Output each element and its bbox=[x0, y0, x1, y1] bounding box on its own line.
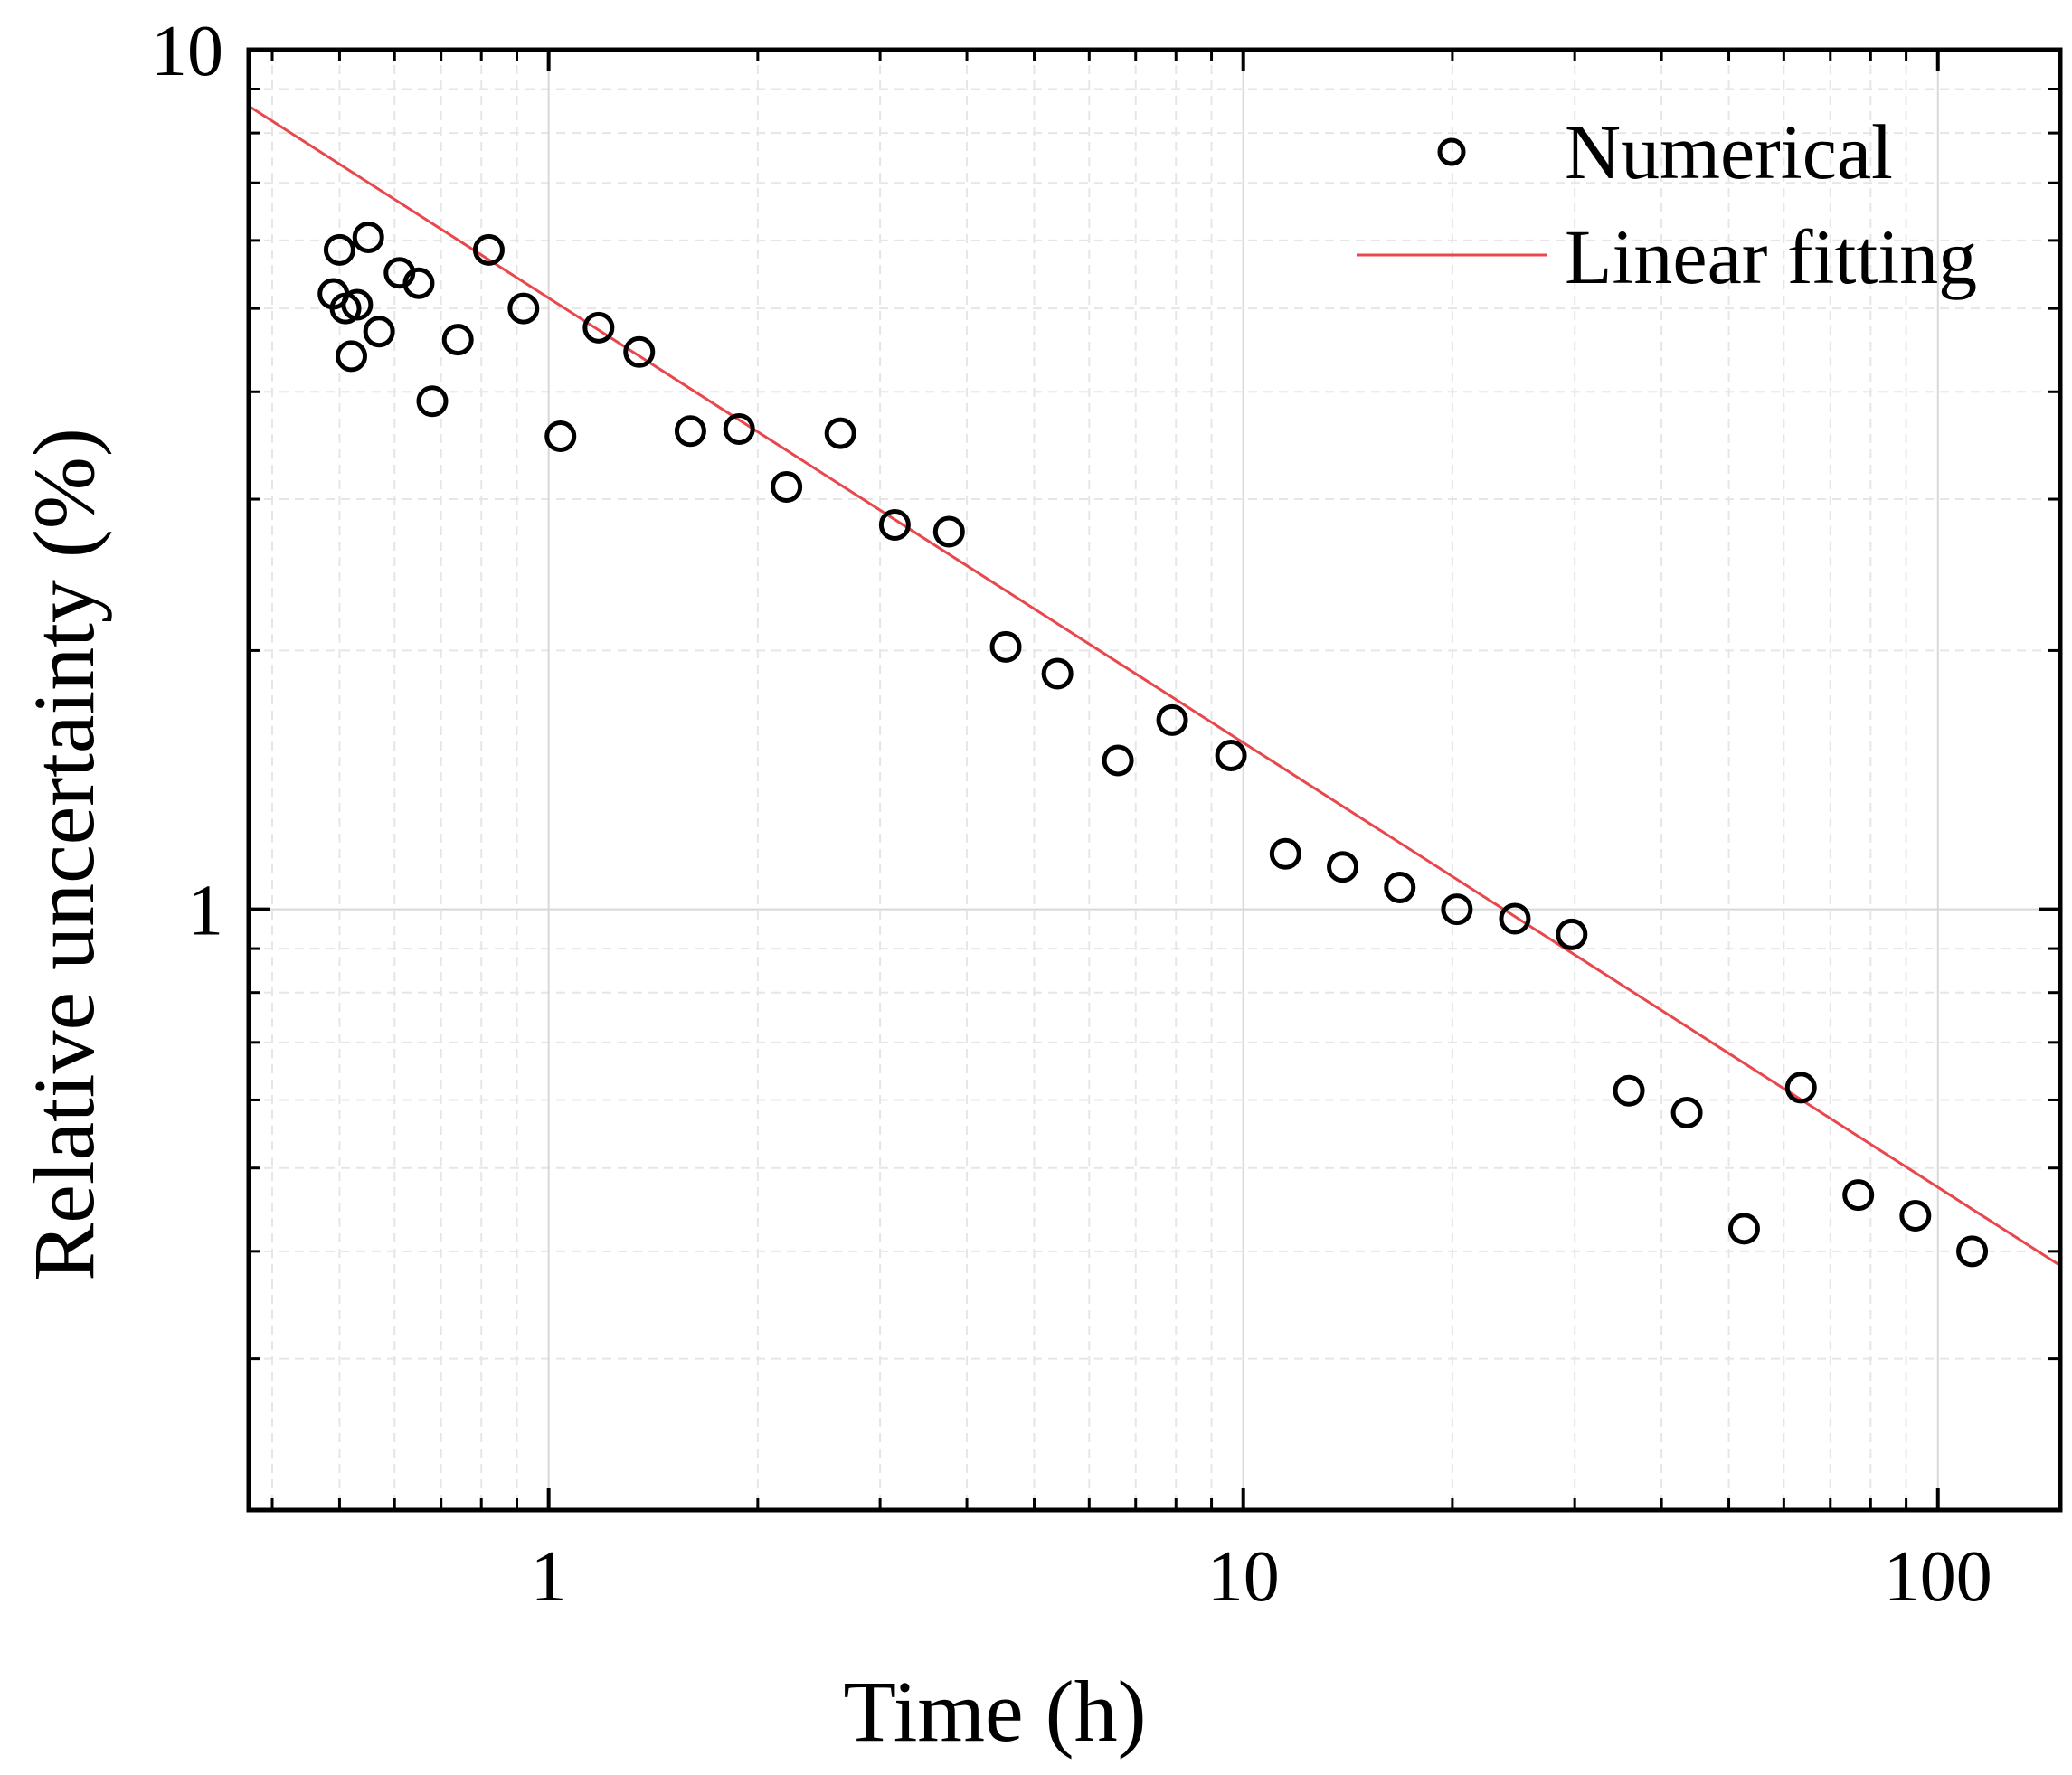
numerical-point bbox=[1102, 744, 1134, 777]
numerical-point bbox=[1899, 1200, 1932, 1232]
numerical-point bbox=[1269, 837, 1301, 870]
numerical-point bbox=[1156, 703, 1188, 736]
numerical-point bbox=[674, 415, 706, 448]
y-axis-label: Relative uncertainty (%) bbox=[15, 428, 112, 1281]
numerical-point bbox=[352, 221, 384, 253]
numerical-point bbox=[402, 267, 435, 299]
y-tick-label: 10 bbox=[151, 12, 223, 91]
numerical-point bbox=[1327, 851, 1359, 883]
numerical-point bbox=[336, 340, 368, 373]
numerical-point bbox=[1613, 1074, 1645, 1107]
x-axis-label: Time (h) bbox=[843, 1663, 1146, 1760]
numerical-points bbox=[317, 221, 1989, 1268]
legend-numerical-marker bbox=[1437, 137, 1466, 166]
legend-numerical-label: Numerical bbox=[1565, 109, 1893, 195]
plot-frame bbox=[246, 47, 2063, 1513]
numerical-point bbox=[1727, 1213, 1760, 1245]
legend: Numerical Linear fitting bbox=[1357, 109, 1977, 300]
numerical-point bbox=[1956, 1235, 1989, 1268]
numerical-point bbox=[582, 311, 615, 344]
numerical-point bbox=[507, 292, 540, 325]
major-grid bbox=[249, 50, 2060, 1510]
numerical-point bbox=[416, 385, 449, 418]
x-tick-label: 100 bbox=[1884, 1537, 1992, 1617]
numerical-point bbox=[1041, 657, 1074, 690]
numerical-point bbox=[1215, 739, 1247, 771]
numerical-point bbox=[363, 316, 395, 348]
legend-linear-fitting-label: Linear fitting bbox=[1565, 213, 1977, 300]
numerical-point bbox=[472, 233, 505, 266]
x-tick-label: 1 bbox=[531, 1537, 567, 1617]
numerical-point bbox=[341, 288, 374, 321]
x-tick-label: 10 bbox=[1207, 1537, 1280, 1617]
numerical-point bbox=[1556, 918, 1588, 950]
numerical-point bbox=[544, 420, 577, 453]
numerical-point bbox=[989, 630, 1022, 663]
numerical-point bbox=[623, 335, 656, 368]
numerical-point bbox=[323, 233, 355, 266]
numerical-point bbox=[1784, 1072, 1817, 1104]
numerical-point bbox=[441, 324, 474, 356]
numerical-point bbox=[771, 470, 803, 503]
numerical-point bbox=[723, 412, 755, 445]
numerical-point bbox=[824, 417, 856, 449]
numerical-point bbox=[1670, 1096, 1703, 1128]
numerical-point bbox=[1441, 893, 1473, 926]
minor-grid bbox=[249, 50, 2060, 1511]
linear-fitting-line bbox=[248, 105, 2061, 1267]
numerical-point bbox=[1842, 1179, 1875, 1212]
fit-line-layer bbox=[248, 105, 2061, 1267]
numerical-point bbox=[1384, 872, 1416, 904]
numerical-point bbox=[878, 509, 911, 542]
y-tick-label: 1 bbox=[187, 872, 223, 951]
axis-ticks: 1 10 100 1 10 bbox=[151, 12, 2060, 1617]
numerical-point bbox=[1499, 902, 1531, 935]
numerical-point bbox=[932, 515, 965, 548]
